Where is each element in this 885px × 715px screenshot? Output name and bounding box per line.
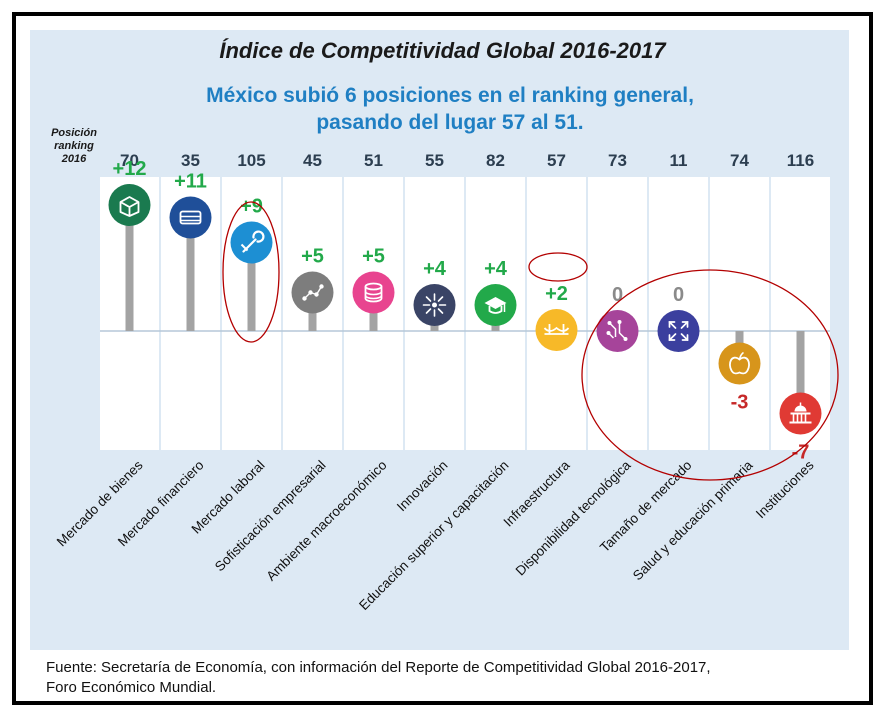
icon-glyph [606,320,628,341]
icon-circle [535,309,578,351]
change-value-label: +2 [545,283,568,305]
apple-icon [718,342,761,385]
icon-circle [657,310,700,352]
expand-arrows-icon [657,310,700,352]
icon-glyph [729,351,750,375]
icon-glyph [789,402,812,424]
category-label: Instituciones [753,457,817,521]
ranking-2016-label: 45 [303,151,322,170]
change-bar [247,242,256,331]
change-value-label: +11 [174,171,207,193]
ranking-2016-label: 35 [181,151,200,170]
icon-circle [108,184,151,226]
money-icon [169,196,212,239]
change-bar [125,205,134,331]
circuit-icon [596,310,639,352]
network-icon [291,271,334,314]
highlight-ellipse [528,252,588,282]
graduation-cap-icon [474,284,517,326]
wrench-hand-icon [230,221,273,264]
bridge-icon [535,309,578,351]
ranking-label: Posición ranking 2016 [34,127,114,166]
subtitle-line-2: pasando del lugar 57 al 51. [316,111,584,134]
change-value-label: -3 [731,392,749,414]
change-value-label: +4 [423,258,447,280]
ranking-label-line-2: ranking [54,140,94,152]
change-value-label: +4 [484,258,508,280]
highlight-ellipse [222,201,280,343]
box-icon [108,184,151,226]
change-value-label: +9 [240,196,263,218]
chart-title: Índice de Competitividad Global 2016-201… [219,38,666,63]
ranking-2016-label: 51 [364,151,383,170]
icon-glyph [484,297,507,314]
sparkle-icon [413,284,456,326]
icon-circle [169,196,212,239]
ranking-label-line-3: 2016 [61,153,87,165]
source-note: Fuente: Secretaría de Economía, con info… [46,658,856,698]
ranking-2016-label: 57 [547,151,566,170]
ranking-2016-label: 82 [486,151,505,170]
change-value-label: 0 [612,284,623,306]
icon-glyph [179,210,202,225]
source-line-1: Fuente: Secretaría de Economía, con info… [46,659,711,676]
icon-circle [718,342,761,385]
chart-subtitle: México subió 6 posiciones en el ranking … [180,82,720,136]
change-value-label: +12 [113,158,147,180]
category-label: Ambiente macroeconómico [263,458,389,584]
icon-glyph [302,284,324,301]
change-bar [186,217,195,331]
change-value-label: -7 [792,442,810,464]
category-label: Salud y educación primaria [630,457,756,583]
ranking-2016-label: 11 [670,151,688,170]
icon-circle [596,310,639,352]
icon-glyph [364,282,383,303]
change-value-label: +5 [362,246,385,268]
column-bg [710,177,769,450]
icon-circle [352,271,395,314]
highlight-ellipse [581,269,839,481]
icon-glyph [240,230,265,253]
category-label: Disponibilidad tecnológica [513,457,634,578]
category-label: Sofisticación empresarial [212,458,329,575]
coins-icon [352,271,395,314]
ranking-2016-label: 73 [608,151,627,170]
capitol-icon [779,392,822,435]
subtitle-line-1: México subió 6 posiciones en el ranking … [206,84,694,107]
ranking-2016-label: 74 [730,151,749,170]
category-label: Innovación [394,458,451,515]
source-line-2: Foro Económico Mundial. [46,679,217,696]
icon-glyph [119,196,140,217]
change-value-label: +5 [301,246,324,268]
ranking-2016-label: 55 [425,151,444,170]
icon-glyph [543,324,570,335]
ranking-2016-label: 105 [237,151,265,170]
icon-glyph [668,321,689,341]
change-bar [796,331,805,414]
icon-glyph [422,293,447,317]
ranking-2016-label: 70 [120,151,139,170]
ranking-label-line-1: Posición [51,127,97,139]
ranking-2016-label: 116 [787,151,814,170]
change-value-label: 0 [673,284,684,306]
